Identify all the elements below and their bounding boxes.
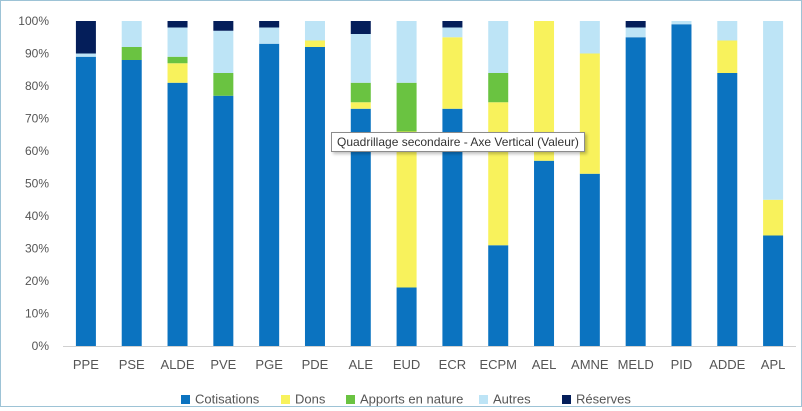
y-tick-label: 20% bbox=[25, 274, 49, 288]
bar-amne-cotisations bbox=[579, 173, 600, 346]
x-tick-label: ECR bbox=[439, 357, 466, 372]
y-tick-label: 30% bbox=[25, 242, 49, 256]
bar-pve-reserves bbox=[213, 21, 234, 31]
x-tick-label: PDE bbox=[302, 357, 329, 372]
y-tick-label: 90% bbox=[25, 47, 49, 61]
bar-eud-apports-en-nature bbox=[396, 82, 417, 132]
x-tick-label: MELD bbox=[618, 357, 654, 372]
bar-pse-apports-en-nature bbox=[121, 47, 142, 60]
bar-meld-cotisations bbox=[625, 37, 646, 346]
legend: Cotisations Dons Apports en nature Autres Ré… bbox=[181, 392, 631, 407]
y-tick-label: 40% bbox=[25, 209, 49, 223]
bar-ale-reserves bbox=[350, 21, 371, 34]
bar-ale-apports-en-nature bbox=[350, 82, 371, 103]
legend-label-autres: Autres bbox=[493, 392, 531, 407]
y-tick-label: 60% bbox=[25, 144, 49, 158]
bar-alde-autres bbox=[167, 27, 188, 57]
bar-ecr-dons bbox=[442, 37, 463, 109]
x-tick-label: PID bbox=[671, 357, 693, 372]
bar-pse-cotisations bbox=[121, 60, 142, 346]
bar-alde-dons bbox=[167, 63, 188, 83]
bar-amne-autres bbox=[579, 21, 600, 54]
bar-adde-cotisations bbox=[717, 73, 738, 346]
bar-pde-cotisations bbox=[304, 47, 325, 346]
x-tick-label: PVE bbox=[210, 357, 236, 372]
x-tick-label: ADDE bbox=[709, 357, 745, 372]
bar-meld-reserves bbox=[625, 21, 646, 28]
bar-alde-apports-en-nature bbox=[167, 56, 188, 64]
y-tick-label: 0% bbox=[32, 339, 50, 353]
bar-ale-dons bbox=[350, 102, 371, 109]
bar-eud-dons bbox=[396, 131, 417, 288]
bar-ecpm-autres bbox=[488, 21, 509, 73]
bar-pve-apports-en-nature bbox=[213, 73, 234, 96]
bar-ecr-reserves bbox=[442, 21, 463, 28]
bars bbox=[75, 21, 784, 346]
bar-apl-dons bbox=[763, 199, 784, 236]
bar-ael-dons bbox=[534, 21, 555, 161]
bar-ecpm-apports-en-nature bbox=[488, 73, 509, 103]
bar-pid-autres bbox=[671, 21, 692, 25]
x-tick-label: ECPM bbox=[479, 357, 517, 372]
bar-ecr-autres bbox=[442, 27, 463, 38]
y-axis: 0% 10% 20% 30% 40% 50% 60% 70% 80% 90% 100% bbox=[18, 14, 49, 353]
x-axis: PPE PSE ALDE PVE PGE PDE ALE EUD ECR ECPM AEL AMNE M… bbox=[63, 346, 796, 372]
bar-alde-cotisations bbox=[167, 82, 188, 346]
bar-ale-cotisations bbox=[350, 108, 371, 346]
legend-swatch-cotisations bbox=[181, 395, 190, 404]
x-tick-label: PPE bbox=[73, 357, 99, 372]
bar-pde-dons bbox=[304, 40, 325, 47]
x-tick-label: ALE bbox=[348, 357, 373, 372]
bar-pve-autres bbox=[213, 30, 234, 73]
bar-pve-cotisations bbox=[213, 95, 234, 346]
chart-tooltip: Quadrillage secondaire - Axe Vertical (V… bbox=[331, 132, 585, 152]
bar-pid-cotisations bbox=[671, 24, 692, 346]
legend-swatch-reserves bbox=[562, 395, 571, 404]
x-tick-label: ALDE bbox=[161, 357, 195, 372]
bar-ppe-reserves bbox=[75, 21, 96, 54]
legend-label-cotisations: Cotisations bbox=[195, 392, 260, 407]
bar-eud-cotisations bbox=[396, 287, 417, 346]
bar-ppe-autres bbox=[75, 53, 96, 57]
bar-ael-cotisations bbox=[534, 160, 555, 346]
bar-pge-cotisations bbox=[259, 43, 280, 346]
bar-ppe-cotisations bbox=[75, 56, 96, 346]
bar-ecr-cotisations bbox=[442, 108, 463, 346]
x-tick-label: PSE bbox=[119, 357, 145, 372]
legend-swatch-apports-en-nature bbox=[346, 395, 355, 404]
bar-ecpm-dons bbox=[488, 102, 509, 246]
legend-swatch-autres bbox=[479, 395, 488, 404]
y-tick-label: 70% bbox=[25, 112, 49, 126]
y-tick-label: 50% bbox=[25, 177, 49, 191]
bar-meld-autres bbox=[625, 27, 646, 38]
bar-adde-dons bbox=[717, 40, 738, 73]
bar-eud-autres bbox=[396, 21, 417, 83]
bar-apl-cotisations bbox=[763, 235, 784, 346]
bar-pge-reserves bbox=[259, 21, 280, 28]
bar-adde-autres bbox=[717, 21, 738, 41]
bar-ale-autres bbox=[350, 34, 371, 83]
bar-pse-autres bbox=[121, 21, 142, 47]
bar-amne-dons bbox=[579, 53, 600, 174]
x-tick-label: EUD bbox=[393, 357, 420, 372]
y-tick-label: 10% bbox=[25, 307, 49, 321]
bar-pde-autres bbox=[304, 21, 325, 41]
legend-label-apports-en-nature: Apports en nature bbox=[360, 392, 463, 407]
legend-swatch-dons bbox=[281, 395, 290, 404]
bar-alde-reserves bbox=[167, 21, 188, 28]
bar-apl-autres bbox=[763, 21, 784, 200]
x-tick-label: PGE bbox=[255, 357, 283, 372]
legend-label-reserves: Réserves bbox=[576, 392, 631, 407]
x-tick-label: APL bbox=[761, 357, 786, 372]
y-tick-label: 100% bbox=[18, 14, 49, 28]
bar-ecpm-cotisations bbox=[488, 245, 509, 346]
x-tick-label: AEL bbox=[532, 357, 557, 372]
x-tick-label: AMNE bbox=[571, 357, 609, 372]
legend-label-dons: Dons bbox=[295, 392, 326, 407]
y-tick-label: 80% bbox=[25, 79, 49, 93]
bar-pge-autres bbox=[259, 27, 280, 44]
